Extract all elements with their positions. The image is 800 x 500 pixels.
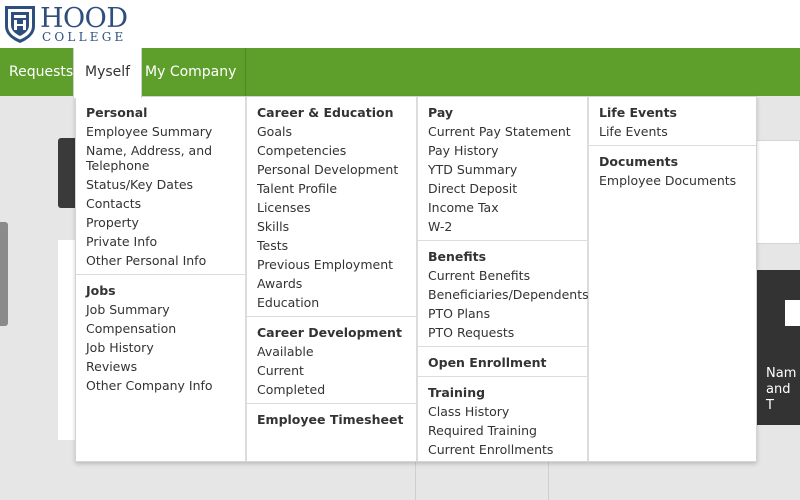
- menu-item-current-benefits[interactable]: Current Benefits: [428, 268, 531, 283]
- menu-item-competencies[interactable]: Competencies: [257, 143, 347, 158]
- background-divider: [548, 460, 549, 500]
- menu-section-life-events: Life Events Life Events: [589, 97, 756, 146]
- menu-item-employee-documents[interactable]: Employee Documents: [599, 173, 737, 188]
- menu-section-benefits: Benefits Current Benefits Beneficiaries/…: [418, 241, 589, 347]
- menu-item-ytd-summary[interactable]: YTD Summary: [428, 162, 518, 177]
- menu-item-required-training[interactable]: Required Training: [428, 423, 537, 438]
- menu-section-employee-timesheet: Employee Timesheet: [247, 404, 416, 433]
- menu-item-employee-summary[interactable]: Employee Summary: [86, 124, 213, 139]
- menu-column-2: Career & Education Goals Competencies Pe…: [246, 97, 417, 461]
- hood-college-logo[interactable]: HOOD COLLEGE: [3, 2, 128, 46]
- menu-item-goals[interactable]: Goals: [257, 124, 292, 139]
- menu-item-income-tax[interactable]: Income Tax: [428, 200, 499, 215]
- menu-item-awards[interactable]: Awards: [257, 276, 303, 291]
- myself-mega-menu: Personal Employee Summary Name, Address,…: [75, 96, 757, 462]
- menu-item-property[interactable]: Property: [86, 215, 139, 230]
- shield-icon: [5, 6, 35, 43]
- menu-item-reviews[interactable]: Reviews: [86, 359, 138, 374]
- section-title-career-education: Career & Education: [257, 105, 394, 120]
- menu-item-class-history[interactable]: Class History: [428, 404, 510, 419]
- menu-item-personal-development[interactable]: Personal Development: [257, 162, 399, 177]
- tile-label-line1: Nam: [766, 366, 797, 381]
- menu-item-w2[interactable]: W-2: [428, 219, 453, 234]
- nav-tab-my-company[interactable]: My Company: [135, 48, 247, 96]
- side-scroll-handle[interactable]: [0, 222, 8, 326]
- logo-name: HOOD: [40, 3, 128, 34]
- menu-item-contacts[interactable]: Contacts: [86, 196, 142, 211]
- menu-item-open-enrollment[interactable]: Open Enrollment: [428, 355, 547, 370]
- tile-label-line2: and T: [766, 382, 791, 413]
- section-title-benefits: Benefits: [428, 249, 487, 264]
- section-title-documents: Documents: [599, 154, 679, 169]
- menu-section-pay: Pay Current Pay Statement Pay History YT…: [418, 97, 587, 241]
- menu-column-4: Life Events Life Events Documents Employ…: [588, 97, 756, 461]
- menu-item-name-address-telephone[interactable]: Name, Address, and Telephone: [86, 143, 213, 173]
- menu-item-compensation[interactable]: Compensation: [86, 321, 177, 336]
- menu-item-tests[interactable]: Tests: [257, 238, 289, 253]
- menu-item-employee-timesheet[interactable]: Employee Timesheet: [257, 412, 404, 427]
- section-title-training: Training: [428, 385, 486, 400]
- menu-item-previous-employment[interactable]: Previous Employment: [257, 257, 394, 272]
- menu-section-jobs: Jobs Job Summary Compensation Job Histor…: [76, 275, 245, 399]
- menu-section-career-development: Career Development Available Current Com…: [247, 317, 416, 404]
- menu-item-private-info[interactable]: Private Info: [86, 234, 158, 249]
- menu-column-3: Pay Current Pay Statement Pay History YT…: [417, 97, 589, 463]
- menu-item-pto-plans[interactable]: PTO Plans: [428, 306, 491, 321]
- menu-item-other-company-info[interactable]: Other Company Info: [86, 378, 213, 393]
- document-icon: [785, 300, 800, 326]
- menu-section-documents: Documents Employee Documents: [589, 146, 756, 194]
- menu-item-licenses[interactable]: Licenses: [257, 200, 311, 215]
- menu-item-education[interactable]: Education: [257, 295, 320, 310]
- menu-item-completed[interactable]: Completed: [257, 382, 326, 397]
- menu-item-pto-requests[interactable]: PTO Requests: [428, 325, 515, 340]
- section-title-pay: Pay: [428, 105, 454, 120]
- background-card-right: [755, 140, 800, 244]
- menu-section-career-education: Career & Education Goals Competencies Pe…: [247, 97, 416, 317]
- menu-item-job-history[interactable]: Job History: [86, 340, 154, 355]
- menu-section-open-enrollment: Open Enrollment: [418, 347, 587, 377]
- nav-tab-requests[interactable]: Requests: [9, 64, 74, 80]
- menu-item-pay-history[interactable]: Pay History: [428, 143, 499, 158]
- menu-item-direct-deposit[interactable]: Direct Deposit: [428, 181, 518, 196]
- logo-subtitle: COLLEGE: [42, 30, 127, 44]
- menu-item-current[interactable]: Current: [257, 363, 304, 378]
- menu-item-beneficiaries-dependents[interactable]: Beneficiaries/Dependents: [428, 287, 589, 302]
- section-title-career-development: Career Development: [257, 325, 402, 340]
- nav-tab-myself[interactable]: Myself: [73, 48, 143, 98]
- menu-item-current-enrollments[interactable]: Current Enrollments: [428, 442, 554, 457]
- background-card: [58, 240, 80, 440]
- menu-item-talent-profile[interactable]: Talent Profile: [257, 181, 338, 196]
- menu-item-job-summary[interactable]: Job Summary: [86, 302, 170, 317]
- section-title-jobs: Jobs: [86, 283, 116, 298]
- menu-item-skills[interactable]: Skills: [257, 219, 290, 234]
- menu-section-personal: Personal Employee Summary Name, Address,…: [76, 97, 245, 275]
- menu-item-available[interactable]: Available: [257, 344, 314, 359]
- menu-section-training: Training Class History Required Training…: [418, 377, 587, 463]
- background-tile-name-address[interactable]: Nam and T: [755, 270, 800, 425]
- section-title-life-events: Life Events: [599, 105, 677, 120]
- menu-item-status-key-dates[interactable]: Status/Key Dates: [86, 177, 194, 192]
- menu-item-current-pay-statement[interactable]: Current Pay Statement: [428, 124, 571, 139]
- section-title-personal: Personal: [86, 105, 148, 120]
- menu-column-1: Personal Employee Summary Name, Address,…: [76, 97, 246, 461]
- app-header: HOOD COLLEGE: [0, 0, 800, 48]
- menu-item-other-personal-info[interactable]: Other Personal Info: [86, 253, 207, 268]
- main-navbar: Requests Myself My Company: [0, 48, 800, 98]
- background-card-dark: [58, 138, 80, 208]
- background-divider: [415, 460, 416, 500]
- menu-item-life-events[interactable]: Life Events: [599, 124, 668, 139]
